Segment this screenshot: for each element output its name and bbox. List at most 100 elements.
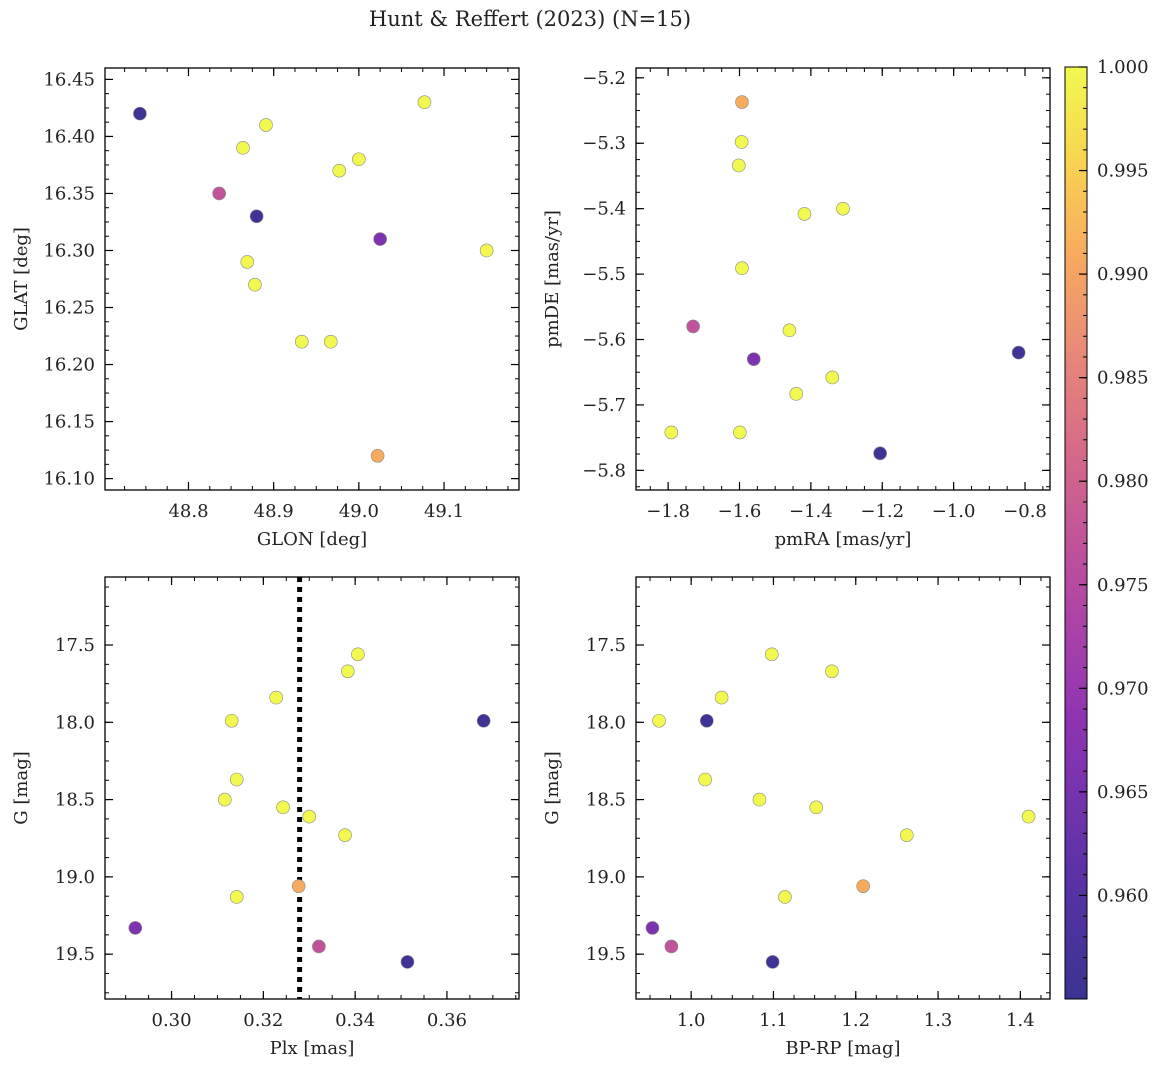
data-point	[735, 95, 749, 109]
data-point	[686, 319, 700, 334]
data-point	[229, 890, 244, 904]
x-tick-label: 49.0	[339, 501, 379, 522]
data-point	[699, 713, 714, 728]
y-tick-label: −5.2	[582, 68, 626, 89]
figure-title: Hunt & Reffert (2023) (N=15)	[369, 7, 691, 31]
data-point	[352, 152, 366, 167]
data-point	[224, 713, 239, 728]
x-tick-label: 1.2	[841, 1010, 870, 1031]
x-tick-label: 0.32	[243, 1010, 283, 1031]
y-tick-label: 19.0	[55, 867, 95, 888]
y-tick-label: 16.30	[43, 240, 95, 261]
data-point	[312, 939, 326, 954]
data-point	[212, 186, 226, 201]
x-tick-label: −1.6	[718, 501, 762, 522]
x-tick-label: −1.4	[789, 501, 833, 522]
data-point	[698, 772, 712, 787]
data-point	[294, 334, 309, 349]
data-point	[291, 879, 306, 893]
proper-motion-panel: −1.8 −1.6 −1.4 −1.2 −1.0 −0.8 −5.8 −5.7 −5.6 −5.5…	[542, 67, 1051, 550]
x-tick-label: 0.34	[335, 1010, 375, 1031]
y-axis-label: pmDE [mas/yr]	[542, 210, 563, 348]
y-tick-label: 16.45	[43, 69, 95, 90]
x-axis-label: pmRA [mas/yr]	[775, 529, 912, 550]
data-point	[249, 209, 264, 224]
x-axis-label: Plx [mas]	[270, 1038, 355, 1059]
data-point	[217, 792, 232, 807]
data-point	[735, 261, 749, 276]
y-tick-label: −5.5	[582, 264, 626, 285]
plot-frame	[104, 67, 520, 491]
plot-frame	[104, 576, 520, 1000]
data-point	[825, 664, 839, 679]
y-tick-label: −5.4	[582, 199, 626, 220]
y-tick-label: −5.6	[582, 330, 626, 351]
colorbar-tick-label: 0.975	[1097, 575, 1149, 596]
x-tick-label: 49.1	[424, 501, 464, 522]
y-tick-label: −5.7	[582, 395, 626, 416]
data-point	[1021, 809, 1036, 824]
data-point	[351, 647, 365, 662]
data-point	[765, 955, 780, 969]
x-axis-label: BP-RP [mag]	[785, 1038, 900, 1059]
color-cmd-panel: 1.0 1.1 1.2 1.3 1.4 17.5 18.0 18.5 19.0 19.5 BP-RP…	[542, 576, 1051, 1059]
data-point	[302, 809, 317, 824]
x-tick-label: 0.30	[152, 1010, 192, 1031]
data-point	[825, 370, 840, 385]
y-tick-label: 17.5	[586, 635, 626, 656]
y-tick-label: −5.3	[582, 133, 626, 154]
y-tick-label: 18.0	[55, 712, 95, 733]
x-tick-label: −1.0	[932, 501, 976, 522]
plot-frame	[635, 67, 1051, 491]
y-tick-label: 18.5	[586, 790, 626, 811]
data-point	[133, 106, 147, 121]
y-tick-label: 19.5	[55, 944, 95, 965]
data-point	[476, 713, 491, 728]
data-point	[417, 95, 432, 110]
x-tick-label: 1.4	[1006, 1010, 1035, 1031]
plx-cmd-panel: 0.30 0.32 0.34 0.36 17.5 18.0 18.5 19.0 19.5 Plx …	[11, 576, 520, 1059]
data-point	[765, 647, 779, 662]
y-axis-label: GLAT [deg]	[11, 227, 32, 331]
data-point	[714, 690, 729, 705]
y-tick-label: 16.10	[43, 469, 95, 490]
colorbar-tick-label: 0.965	[1097, 782, 1149, 803]
y-tick-label: 16.25	[43, 298, 95, 319]
plot-frame	[635, 576, 1051, 1000]
position-panel: 48.8 48.9 49.0 49.1 16.10 16.15 16.20 16.25 16.3…	[11, 67, 520, 550]
colorbar: 0.960 0.965 0.970 0.975 0.980 0.985 0.990 0.995…	[1064, 57, 1149, 1000]
data-point	[128, 921, 143, 935]
data-point	[746, 352, 761, 366]
y-tick-label: 16.35	[43, 183, 95, 204]
data-point	[338, 828, 352, 842]
y-tick-label: 16.20	[43, 355, 95, 376]
y-tick-label: 16.15	[43, 412, 95, 433]
colorbar-tick-label: 0.985	[1097, 368, 1149, 389]
data-point	[782, 323, 797, 338]
data-point	[652, 713, 666, 728]
data-point	[645, 921, 660, 935]
data-point	[899, 828, 914, 842]
colorbar-tick-label: 0.980	[1097, 471, 1149, 492]
colorbar-tick-label: 0.960	[1097, 885, 1149, 906]
y-axis-label: G [mag]	[11, 751, 32, 824]
x-tick-label: 48.8	[168, 501, 208, 522]
data-point	[229, 772, 244, 787]
data-point	[341, 664, 355, 679]
data-point	[248, 277, 262, 292]
data-point	[856, 879, 870, 893]
data-point	[236, 141, 250, 155]
data-point	[778, 890, 792, 904]
colorbar-tick-label: 1.000	[1097, 57, 1149, 78]
data-point	[734, 135, 749, 149]
data-point	[873, 446, 887, 461]
data-point	[370, 448, 385, 463]
x-axis-label: GLON [deg]	[257, 529, 367, 550]
x-tick-label: 48.9	[254, 501, 294, 522]
data-point	[733, 425, 747, 440]
colorbar-gradient	[1064, 66, 1088, 1000]
data-point	[479, 243, 494, 258]
data-point	[752, 792, 767, 807]
y-tick-label: 19.5	[586, 944, 626, 965]
